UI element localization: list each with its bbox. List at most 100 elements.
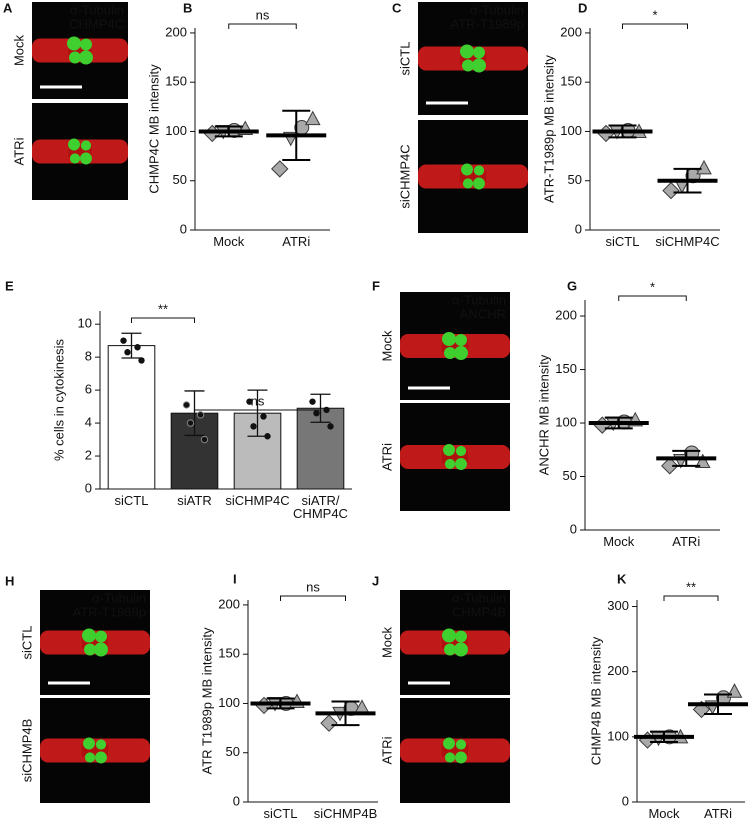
x-tick-label: siCHMP4C: [655, 235, 720, 249]
y-axis-label: ANCHR MB intensity: [536, 354, 551, 475]
panel-letter: J: [372, 573, 379, 588]
midbody-signal: [455, 334, 467, 346]
y-tick-label: 10: [78, 316, 92, 331]
x-tick-label: Mock: [648, 807, 680, 821]
x-tick-holder: Mock: [648, 807, 680, 821]
midbody-signal: [442, 628, 456, 643]
y-tick-label: 4: [85, 415, 92, 430]
stain-label: ATR-T1989p: [451, 16, 524, 31]
y-tick-label: 100: [218, 695, 240, 710]
x-tick-label: siCHMP4C: [225, 494, 290, 508]
data-point: [134, 344, 141, 351]
x-tick-label: siCTL: [605, 235, 640, 249]
condition-label: Mock: [379, 330, 394, 362]
significance-label: ns: [306, 579, 320, 594]
x-tick-label: ATRi: [704, 807, 732, 821]
midbody-signal: [460, 44, 474, 59]
stain-label: α-Tubulin: [92, 590, 146, 605]
midbody-signal: [455, 751, 467, 764]
panel-letter: D: [578, 0, 587, 15]
significance-bracket: [228, 23, 297, 29]
significance-label: **: [686, 579, 696, 594]
data-point: [264, 433, 271, 440]
midbody-signal: [95, 630, 107, 643]
bar: [107, 345, 156, 490]
midbody-signal: [462, 59, 474, 72]
x-tick-holder: siCHMP4C: [655, 235, 720, 249]
error-bar: [247, 389, 268, 437]
data-point: [120, 337, 127, 344]
replicate-mean: [271, 160, 289, 178]
significance-bracket: [131, 317, 195, 323]
y-tick-label: 6: [85, 382, 92, 397]
y-tick-label: 200: [607, 663, 629, 678]
midbody-signal: [462, 178, 474, 189]
x-tick-holder: Mock: [603, 535, 634, 548]
midbody-signal: [84, 752, 96, 763]
y-tick-label: 100: [555, 414, 577, 429]
x-tick-label: ATRi: [282, 235, 311, 249]
condition-label: siCHMP4B: [19, 719, 34, 783]
x-tick-holder: siCTL: [114, 494, 149, 508]
data-point: [186, 419, 195, 427]
data-point: [313, 409, 320, 417]
midbody-signal: [444, 643, 456, 656]
replicate-mean: [304, 110, 321, 126]
midbody-signal: [82, 628, 96, 643]
midbody-signal: [94, 642, 108, 657]
data-point: [246, 398, 253, 405]
stain-label: α-Tubulin: [470, 2, 524, 17]
panel-letter: B: [183, 0, 192, 15]
significance-bracket: [194, 409, 321, 415]
x-tick-holder: ATRi: [704, 807, 732, 821]
data-point: [323, 406, 330, 414]
y-axis-label: % cells in cytokinesis: [51, 338, 66, 461]
panel-letter: G: [567, 278, 577, 293]
midbody-signal: [79, 50, 93, 65]
y-tick-label: 200: [165, 24, 187, 39]
data-point: [327, 423, 334, 430]
x-tick-label: ATRi: [672, 535, 701, 549]
y-tick-label: 0: [570, 521, 577, 536]
significance-label: *: [652, 7, 657, 22]
x-tick-holder: siATR/ CHMP4C: [293, 494, 348, 520]
midbody-signal: [443, 444, 455, 456]
error-bar: [310, 393, 331, 423]
significance-bracket: [622, 23, 688, 29]
midbody-signal: [473, 165, 485, 176]
condition-label: Mock: [11, 34, 26, 66]
replicate-mean: [661, 457, 679, 475]
condition-label: siCTL: [19, 626, 34, 660]
y-axis-label: ATR-T1989p MB intensity: [541, 55, 556, 203]
y-tick-label: 200: [218, 596, 240, 611]
midbody-signal: [95, 739, 107, 750]
x-tick-holder: ATRi: [282, 235, 311, 249]
y-tick-label: 150: [218, 646, 240, 661]
significance-bracket: [618, 295, 687, 301]
panel-letter: K: [617, 571, 627, 586]
condition-label: ATRi: [379, 736, 394, 764]
condition-label: ATRi: [379, 443, 394, 471]
data-point: [196, 411, 205, 419]
x-tick-label: siCTL: [114, 494, 149, 508]
panel-letter: A: [3, 0, 13, 15]
midbody-signal: [454, 642, 468, 657]
condition-label: siCHMP4C: [397, 144, 412, 208]
significance-bracket: [280, 595, 346, 601]
panel-letter: H: [5, 573, 14, 588]
x-tick-label: Mock: [213, 235, 245, 249]
midbody-signal: [455, 739, 467, 750]
midbody-signal: [472, 58, 486, 73]
y-tick-label: 0: [622, 793, 629, 808]
midbody-signal: [67, 36, 81, 51]
data-point: [138, 357, 145, 364]
midbody-signal: [442, 332, 456, 346]
condition-label: ATRi: [11, 137, 26, 165]
y-tick-label: 50: [173, 172, 187, 187]
y-axis-label: CHMP4C MB intensity: [146, 64, 161, 194]
stain-label: ANCHR: [460, 306, 506, 321]
replicate-mean: [320, 714, 338, 732]
significance-label: *: [650, 279, 655, 294]
data-point: [182, 401, 191, 409]
y-axis-label: CHMP4B MB intensity: [588, 636, 603, 765]
